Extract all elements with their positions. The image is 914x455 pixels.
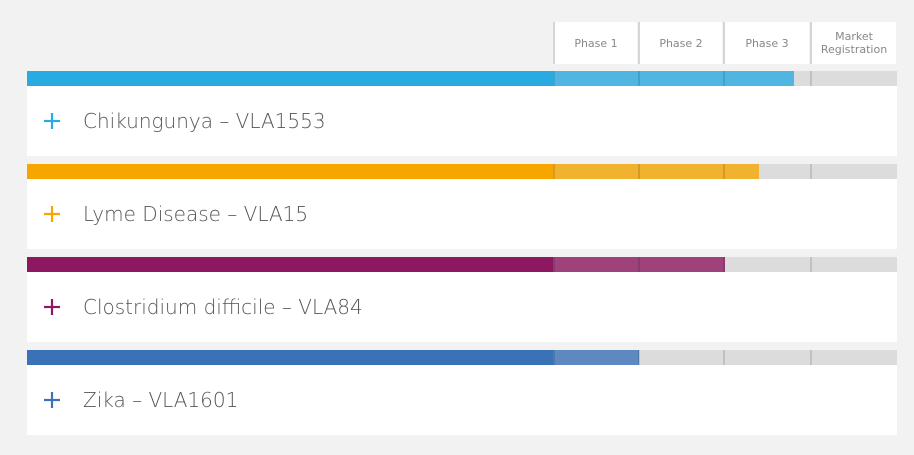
phase-divider <box>638 164 640 179</box>
phase-divider <box>810 164 812 179</box>
preclinical-bar <box>27 257 553 272</box>
progress-bar <box>553 257 725 272</box>
progress-bar <box>553 71 794 86</box>
phase-divider <box>638 257 640 272</box>
program-row[interactable]: Clostridium difficile – VLA84 <box>27 272 897 342</box>
progress-track <box>27 164 897 179</box>
progress-bar <box>553 164 760 179</box>
phase-divider <box>723 164 725 179</box>
program-row[interactable]: Chikungunya – VLA1553 <box>27 86 897 156</box>
preclinical-bar <box>27 350 553 365</box>
program-name: Lyme Disease – VLA15 <box>83 202 309 226</box>
progress-track <box>27 350 897 365</box>
preclinical-bar <box>27 71 553 86</box>
progress-bar <box>553 350 639 365</box>
progress-track <box>27 257 897 272</box>
phase-divider <box>810 71 812 86</box>
expand-icon[interactable] <box>43 112 61 130</box>
phase-divider <box>638 350 640 365</box>
phase-divider <box>810 350 812 365</box>
progress-track <box>27 71 897 86</box>
preclinical-bar <box>27 164 553 179</box>
program-row[interactable]: Lyme Disease – VLA15 <box>27 179 897 249</box>
expand-icon[interactable] <box>43 298 61 316</box>
phase-divider <box>638 71 640 86</box>
program-name: Clostridium difficile – VLA84 <box>83 295 363 319</box>
phase-divider <box>723 257 725 272</box>
expand-icon[interactable] <box>43 391 61 409</box>
phase-header: Market Registration <box>810 22 896 64</box>
phase-divider <box>723 350 725 365</box>
phase-divider <box>553 71 555 86</box>
program-name: Zika – VLA1601 <box>83 388 239 412</box>
phase-header: Phase 2 <box>638 22 722 64</box>
phase-divider <box>810 257 812 272</box>
expand-icon[interactable] <box>43 205 61 223</box>
phase-divider <box>553 257 555 272</box>
program-row[interactable]: Zika – VLA1601 <box>27 365 897 435</box>
phase-header: Phase 3 <box>723 22 809 64</box>
phase-divider <box>553 164 555 179</box>
phase-header: Phase 1 <box>553 22 637 64</box>
program-name: Chikungunya – VLA1553 <box>83 109 326 133</box>
phase-divider <box>553 350 555 365</box>
phase-divider <box>723 71 725 86</box>
